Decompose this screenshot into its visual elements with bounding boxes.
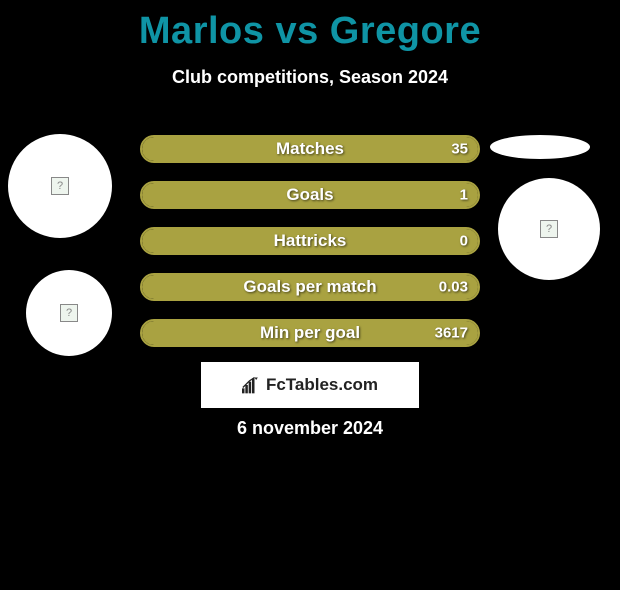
stat-label: Goals per match	[243, 277, 376, 297]
placeholder-icon: ?	[540, 220, 558, 238]
stat-row-goals: Goals 1	[140, 181, 480, 209]
badge-text: FcTables.com	[266, 375, 378, 395]
placeholder-icon: ?	[60, 304, 78, 322]
stat-row-goals-per-match: Goals per match 0.03	[140, 273, 480, 301]
date-text: 6 november 2024	[0, 418, 620, 439]
bars-icon	[242, 376, 262, 394]
player-avatar-left-top: ?	[8, 134, 112, 238]
source-badge: FcTables.com	[201, 362, 419, 408]
page-title: Marlos vs Gregore	[0, 10, 620, 53]
player-avatar-right-top	[490, 135, 590, 159]
stat-value: 3617	[435, 325, 468, 342]
stat-value: 1	[460, 187, 468, 204]
stat-label: Matches	[276, 139, 344, 159]
stat-label: Hattricks	[274, 231, 347, 251]
stat-value: 35	[451, 141, 468, 158]
player-avatar-right-mid: ?	[498, 178, 600, 280]
stat-row-matches: Matches 35	[140, 135, 480, 163]
page-subtitle: Club competitions, Season 2024	[0, 67, 620, 88]
stats-container: Matches 35 Goals 1 Hattricks 0 Goals per…	[140, 135, 480, 365]
stat-label: Min per goal	[260, 323, 360, 343]
placeholder-icon: ?	[51, 177, 69, 195]
stat-row-hattricks: Hattricks 0	[140, 227, 480, 255]
stat-label: Goals	[286, 185, 333, 205]
player-avatar-left-bottom: ?	[26, 270, 112, 356]
stat-value: 0.03	[439, 279, 468, 296]
stat-row-min-per-goal: Min per goal 3617	[140, 319, 480, 347]
stat-value: 0	[460, 233, 468, 250]
